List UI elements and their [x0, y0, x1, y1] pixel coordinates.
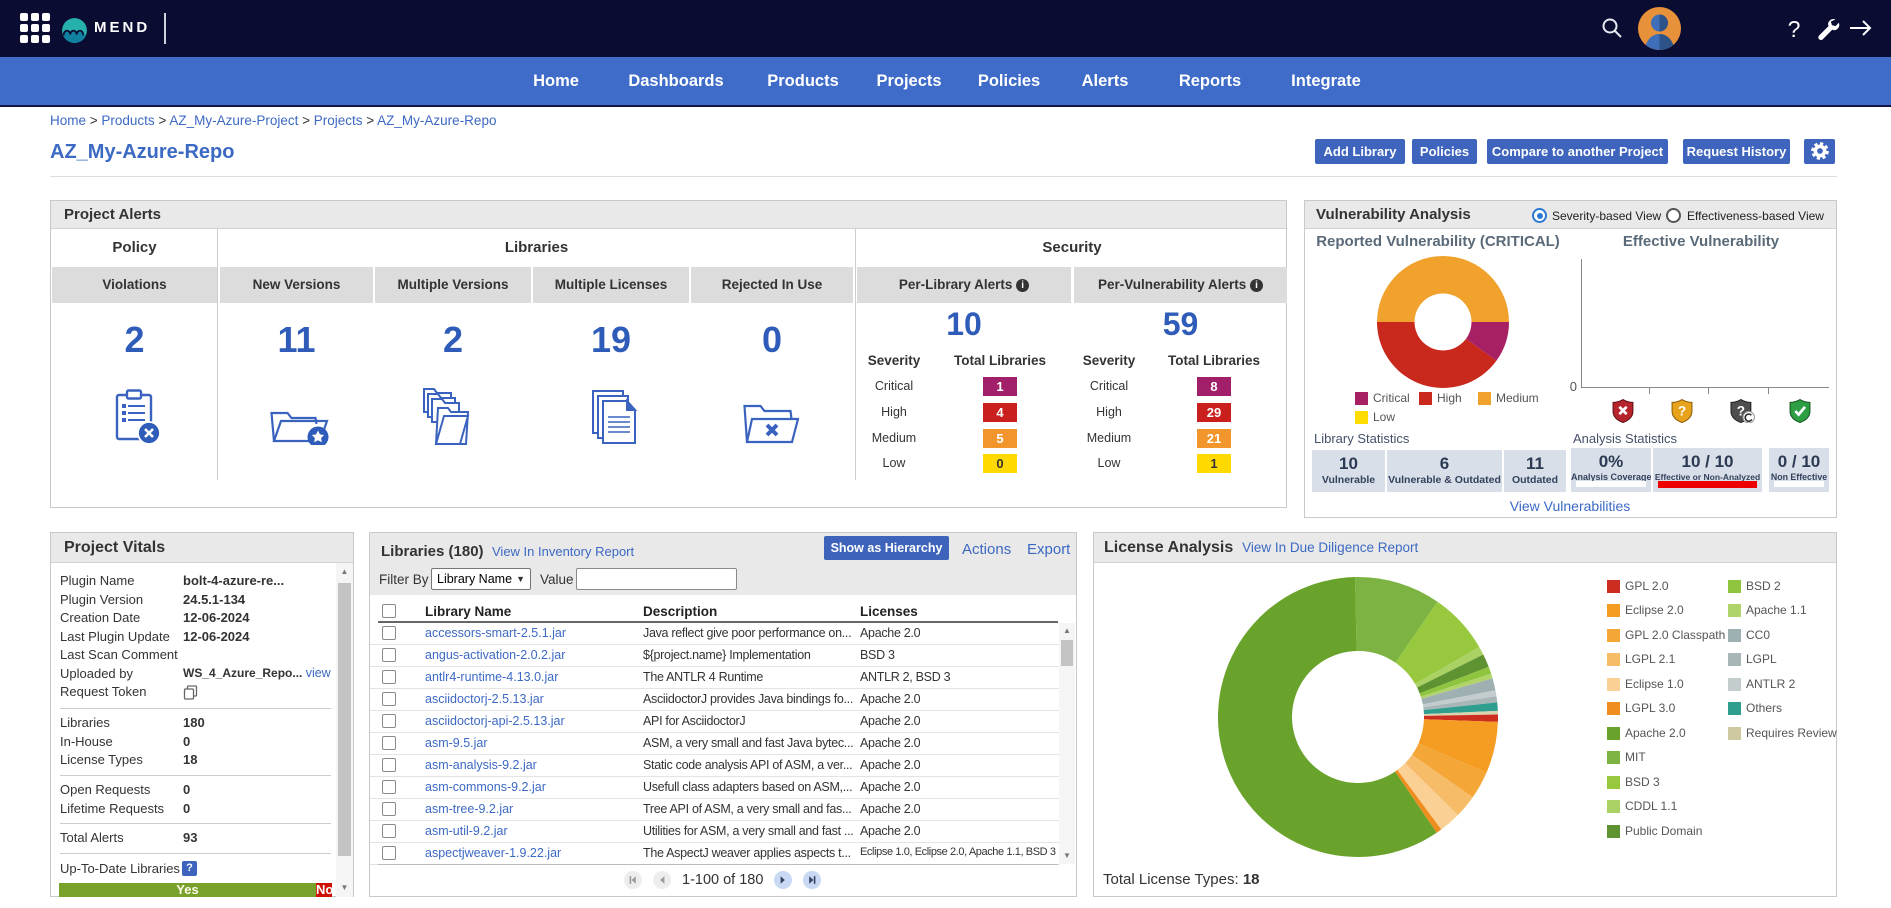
svg-text:?: ?: [1737, 404, 1745, 419]
svg-text:?: ?: [1678, 404, 1686, 419]
svg-text:?: ?: [1788, 16, 1801, 42]
